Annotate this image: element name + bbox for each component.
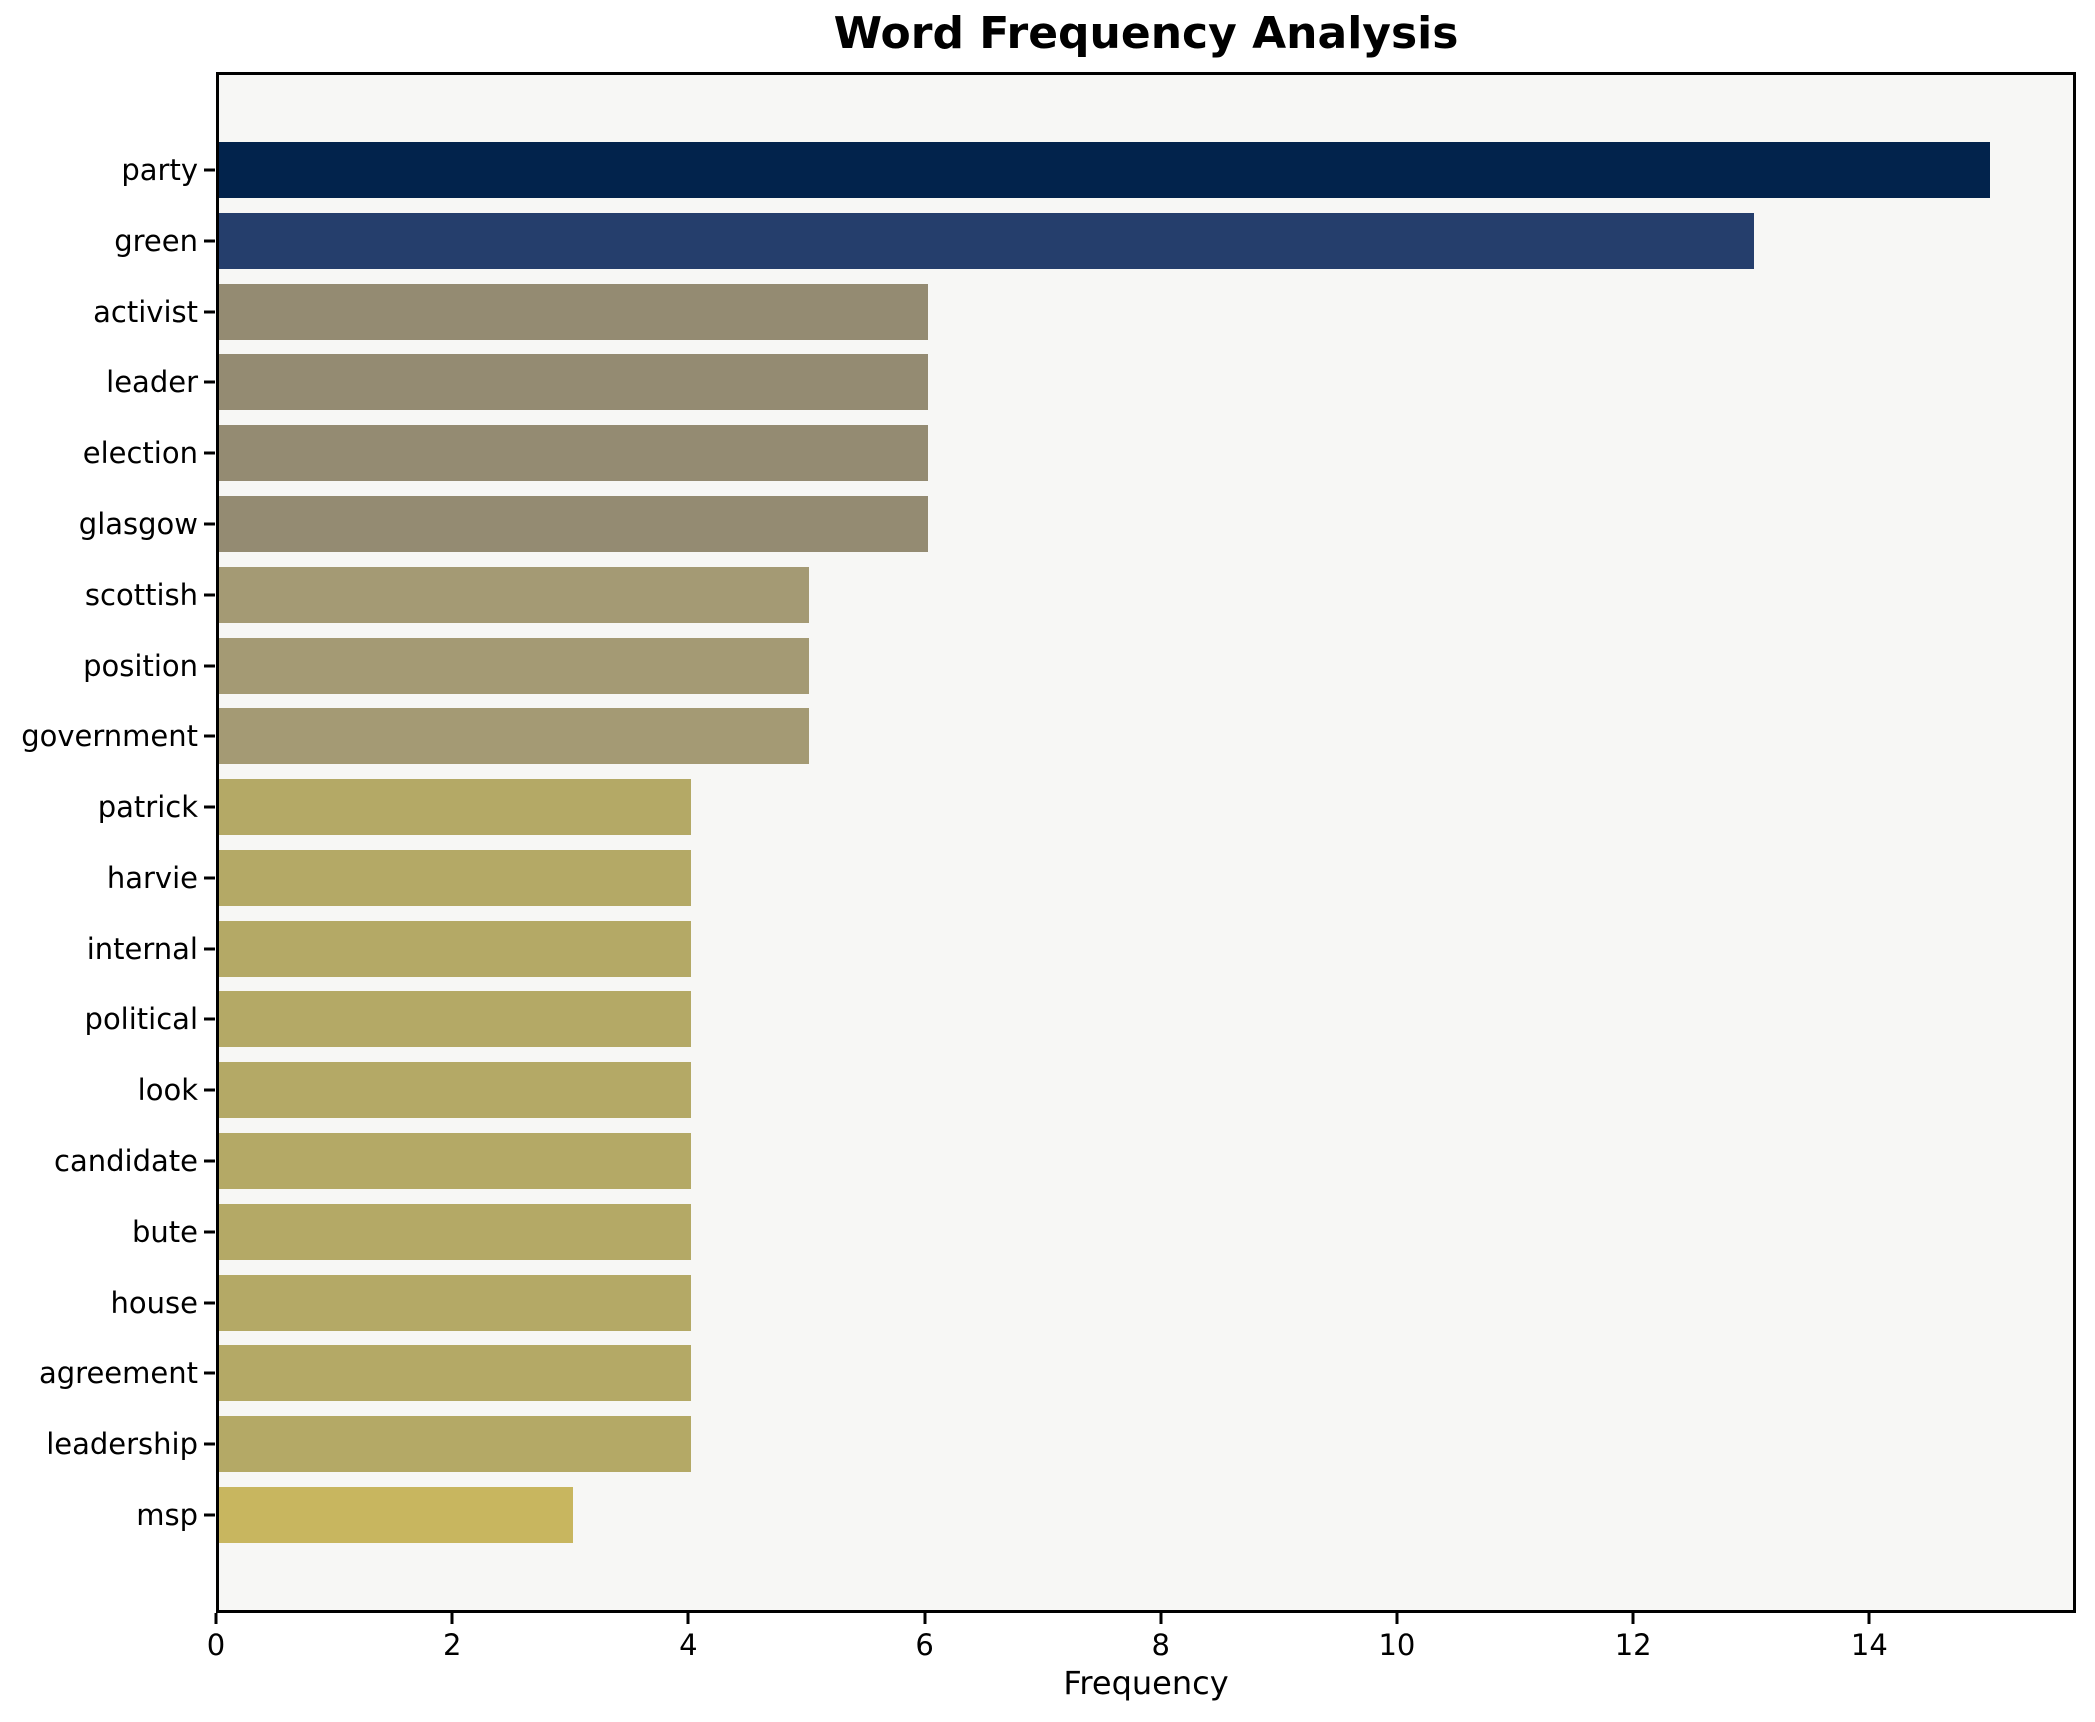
y-tick-leadership: [204, 1442, 215, 1446]
x-tick-label-6: 6: [915, 1628, 934, 1662]
y-label-internal: internal: [86, 931, 198, 966]
y-tick-look: [204, 1088, 215, 1092]
chart-title: Word Frequency Analysis: [833, 8, 1459, 59]
x-tick-14: [1867, 1613, 1871, 1624]
bar-house: [219, 1274, 692, 1331]
y-label-leadership: leadership: [46, 1427, 198, 1462]
y-tick-house: [204, 1301, 215, 1305]
y-tick-position: [204, 664, 215, 668]
x-tick-label-0: 0: [206, 1628, 226, 1662]
x-tick-12: [1631, 1613, 1635, 1624]
bar-activist: [219, 283, 928, 340]
plot-area: [216, 72, 2076, 1613]
bar-election: [219, 425, 928, 482]
y-tick-election: [204, 451, 215, 455]
bar-government: [219, 708, 810, 765]
y-label-activist: activist: [93, 294, 198, 329]
y-tick-green: [204, 239, 215, 243]
bar-scottish: [219, 566, 810, 623]
y-label-agreement: agreement: [39, 1356, 198, 1391]
bar-leadership: [219, 1416, 692, 1473]
x-tick-label-4: 4: [679, 1628, 698, 1662]
bar-harvie: [219, 849, 692, 906]
y-label-patrick: patrick: [97, 790, 198, 825]
x-tick-label-8: 8: [1151, 1628, 1170, 1662]
y-tick-patrick: [204, 805, 215, 809]
y-label-candidate: candidate: [54, 1144, 198, 1179]
y-tick-msp: [204, 1513, 215, 1517]
y-tick-internal: [204, 947, 215, 951]
y-label-scottish: scottish: [84, 577, 198, 612]
y-label-green: green: [114, 223, 198, 258]
x-tick-8: [1159, 1613, 1163, 1624]
y-label-election: election: [82, 436, 198, 471]
x-axis-label: Frequency: [1063, 1664, 1229, 1702]
y-label-look: look: [137, 1073, 198, 1108]
bar-party: [219, 142, 1991, 198]
bar-bute: [219, 1203, 692, 1260]
x-tick-6: [923, 1613, 927, 1624]
y-tick-activist: [204, 310, 215, 314]
y-label-political: political: [84, 1002, 198, 1037]
y-tick-government: [204, 734, 215, 738]
x-tick-4: [686, 1613, 690, 1624]
y-label-house: house: [110, 1285, 198, 1320]
y-label-government: government: [21, 719, 198, 754]
y-tick-bute: [204, 1230, 215, 1234]
bar-agreement: [219, 1345, 692, 1402]
x-tick-10: [1395, 1613, 1399, 1624]
bar-patrick: [219, 779, 692, 836]
bar-msp: [219, 1487, 574, 1543]
x-tick-label-14: 14: [1850, 1628, 1888, 1662]
y-tick-political: [204, 1017, 215, 1021]
y-label-harvie: harvie: [106, 860, 198, 895]
bar-look: [219, 1062, 692, 1119]
y-tick-glasgow: [204, 522, 215, 526]
x-tick-label-10: 10: [1378, 1628, 1416, 1662]
y-tick-agreement: [204, 1371, 215, 1375]
bar-leader: [219, 354, 928, 411]
y-tick-candidate: [204, 1159, 215, 1163]
bar-position: [219, 637, 810, 694]
y-tick-scottish: [204, 593, 215, 597]
bar-candidate: [219, 1133, 692, 1190]
x-tick-label-2: 2: [442, 1628, 462, 1662]
bar-political: [219, 991, 692, 1048]
y-tick-leader: [204, 380, 215, 384]
y-label-leader: leader: [106, 365, 198, 400]
x-tick-2: [450, 1613, 454, 1624]
bar-glasgow: [219, 495, 928, 552]
y-label-position: position: [83, 648, 198, 683]
y-label-party: party: [121, 153, 198, 187]
bar-green: [219, 212, 1755, 269]
bar-internal: [219, 920, 692, 977]
x-tick-0: [214, 1613, 218, 1624]
y-label-msp: msp: [136, 1498, 198, 1532]
y-label-glasgow: glasgow: [78, 506, 198, 541]
x-tick-label-12: 12: [1614, 1628, 1652, 1662]
y-tick-party: [204, 168, 215, 172]
y-label-bute: bute: [131, 1214, 198, 1249]
y-tick-harvie: [204, 876, 215, 880]
